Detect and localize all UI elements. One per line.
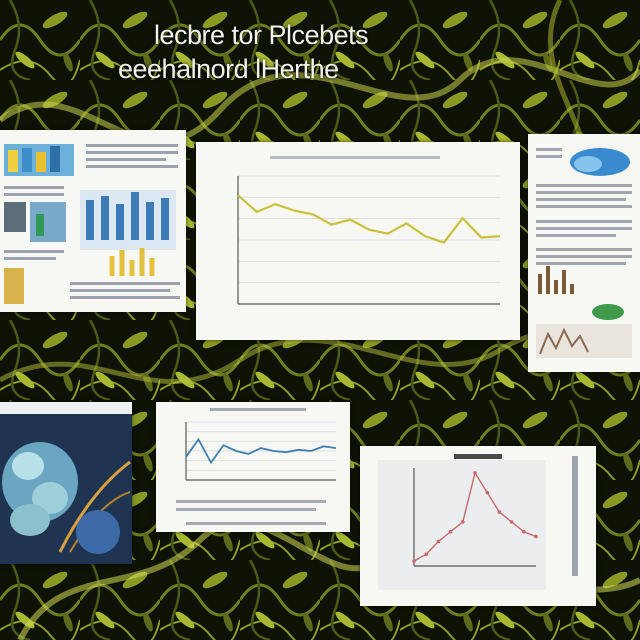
data-point: [436, 539, 441, 544]
infographic-panel-right: [528, 134, 640, 372]
data-point: [522, 529, 526, 534]
data-point: [473, 471, 477, 475]
line-chart-blue: [176, 408, 337, 525]
line-chart-panel-main: [196, 142, 520, 340]
title-line-1: lecbre tor Plcebets: [154, 20, 369, 50]
data-point: [424, 552, 428, 557]
infographic-panel-left: [0, 130, 186, 312]
line-chart-panel-red: [360, 446, 596, 606]
page-title: lecbre tor Plcebets eeehalnord lHerthe: [118, 18, 448, 86]
data-point: [485, 490, 489, 495]
data-point: [412, 559, 416, 563]
line-chart-panel-blue: [156, 402, 350, 532]
line-chart-red: [378, 454, 578, 590]
data-point: [509, 520, 514, 524]
data-point: [497, 510, 502, 514]
data-point: [448, 529, 453, 534]
line-chart-main: [237, 156, 501, 305]
series-line: [185, 437, 337, 465]
series-line: [237, 194, 501, 244]
title-line-2: eeehalnord lHerthe: [118, 54, 339, 84]
data-point: [461, 520, 465, 524]
illustration-panel: [0, 402, 132, 564]
data-point: [534, 534, 538, 539]
